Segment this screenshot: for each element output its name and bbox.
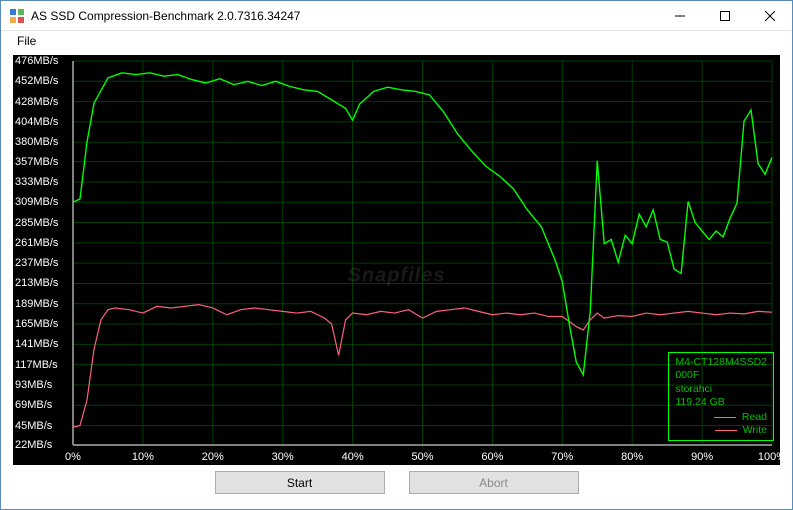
menu-file[interactable]: File [11, 32, 42, 50]
legend-model: M4-CT128M4SSD2 [675, 356, 767, 369]
legend-write: Write [675, 424, 767, 437]
window-title: AS SSD Compression-Benchmark 2.0.7316.34… [31, 9, 657, 23]
legend-firmware: 000F [675, 369, 767, 382]
y-axis-label: 237MB/s [15, 257, 58, 269]
y-axis-label: 189MB/s [15, 298, 58, 310]
legend-read: Read [675, 411, 767, 424]
x-axis-label: 40% [342, 451, 364, 463]
window-titlebar: AS SSD Compression-Benchmark 2.0.7316.34… [1, 1, 792, 31]
y-axis-label: 117MB/s [15, 359, 58, 371]
x-axis-label: 90% [691, 451, 713, 463]
legend-capacity: 119.24 GB [675, 396, 767, 409]
y-axis-label: 93MB/s [15, 379, 52, 391]
y-axis-label: 141MB/s [15, 338, 58, 350]
legend-box: M4-CT128M4SSD2 000F storahci 119.24 GB R… [668, 352, 774, 441]
maximize-button[interactable] [702, 1, 747, 30]
y-axis-label: 428MB/s [15, 96, 58, 108]
x-axis-label: 30% [272, 451, 294, 463]
y-axis-label: 333MB/s [15, 176, 58, 188]
chart-canvas [13, 55, 780, 465]
x-axis-label: 60% [481, 451, 503, 463]
close-button[interactable] [747, 1, 792, 30]
x-axis-label: 100% [758, 451, 786, 463]
x-axis-label: 70% [551, 451, 573, 463]
minimize-button[interactable] [657, 1, 702, 30]
y-axis-label: 380MB/s [15, 136, 58, 148]
legend-write-label: Write [743, 424, 767, 437]
y-axis-label: 452MB/s [15, 75, 58, 87]
app-icon [9, 8, 25, 24]
legend-driver: storahci [675, 383, 767, 396]
y-axis-label: 476MB/s [15, 55, 58, 67]
x-axis-label: 80% [621, 451, 643, 463]
y-axis-label: 45MB/s [15, 420, 52, 432]
x-axis-label: 50% [411, 451, 433, 463]
y-axis-label: 165MB/s [15, 318, 58, 330]
window-controls [657, 1, 792, 30]
y-axis-label: 309MB/s [15, 196, 58, 208]
x-axis-label: 20% [202, 451, 224, 463]
y-axis-label: 357MB/s [15, 156, 58, 168]
y-axis-label: 285MB/s [15, 217, 58, 229]
y-axis-label: 404MB/s [15, 116, 58, 128]
y-axis-label: 213MB/s [15, 277, 58, 289]
y-axis-label: 261MB/s [15, 237, 58, 249]
menubar: File [1, 31, 792, 51]
x-axis-label: 0% [65, 451, 81, 463]
y-axis-label: 22MB/s [15, 439, 52, 451]
x-axis-label: 10% [132, 451, 154, 463]
abort-button[interactable]: Abort [409, 471, 579, 494]
start-button[interactable]: Start [215, 471, 385, 494]
y-axis-label: 69MB/s [15, 399, 52, 411]
legend-read-label: Read [742, 411, 767, 424]
compression-chart: Snapfiles M4-CT128M4SSD2 000F storahci 1… [13, 55, 780, 465]
button-row: Start Abort [1, 467, 792, 500]
